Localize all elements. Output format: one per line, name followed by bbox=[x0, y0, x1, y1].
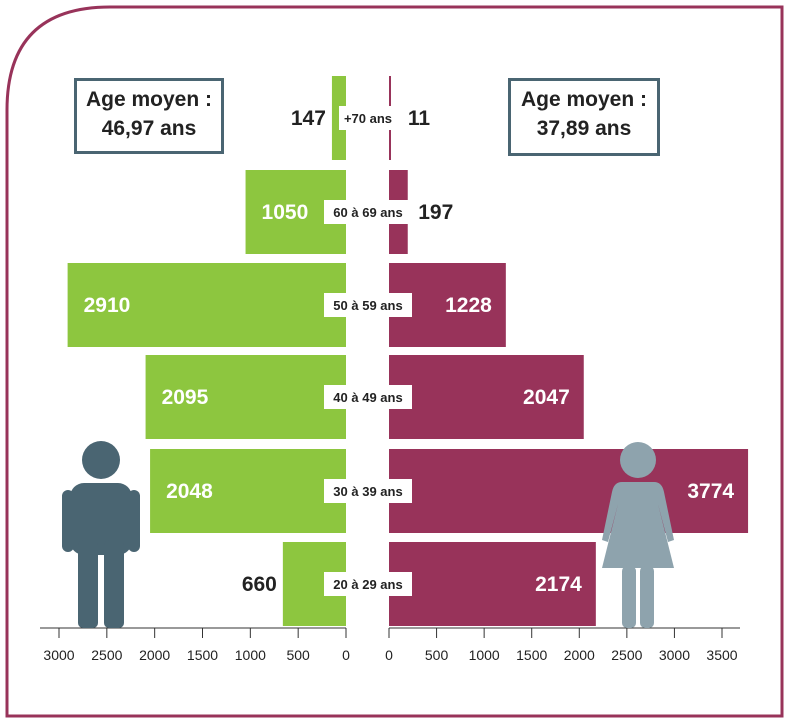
women-axis-tick-label: 1000 bbox=[469, 647, 500, 663]
age-group-label: 30 à 39 ans bbox=[333, 484, 402, 499]
age-group-label: 60 à 69 ans bbox=[333, 205, 402, 220]
man-icon bbox=[62, 441, 140, 628]
women-value-label: 11 bbox=[408, 107, 431, 130]
men-axis-tick-label: 0 bbox=[342, 647, 350, 663]
women-bar bbox=[389, 542, 596, 626]
men-bar bbox=[145, 355, 346, 439]
men-value-label: 2048 bbox=[166, 480, 213, 503]
men-average-label: Age moyen : bbox=[85, 88, 213, 111]
women-axis-tick-label: 0 bbox=[385, 647, 393, 663]
men-bar bbox=[331, 76, 346, 160]
age-group-label-box bbox=[324, 479, 412, 503]
age-group-label-box bbox=[324, 200, 412, 224]
women-value-label: 197 bbox=[418, 201, 453, 224]
women-axis-tick-label: 3000 bbox=[659, 647, 690, 663]
women-value-label: 2174 bbox=[535, 573, 582, 596]
men-axis-tick-label: 2000 bbox=[139, 647, 170, 663]
men-axis-tick-label: 1000 bbox=[235, 647, 266, 663]
women-average-age-box: Age moyen : 37,89 ans bbox=[508, 78, 660, 156]
men-value-label: 1050 bbox=[262, 201, 309, 224]
age-group-label: 20 à 29 ans bbox=[333, 577, 402, 592]
women-axis-tick-label: 1500 bbox=[516, 647, 547, 663]
woman-icon bbox=[602, 442, 674, 628]
men-bar bbox=[67, 263, 347, 347]
men-axis-tick-label: 1500 bbox=[187, 647, 218, 663]
age-group-label: 40 à 49 ans bbox=[333, 390, 402, 405]
women-axis-tick-label: 500 bbox=[425, 647, 449, 663]
men-value-label: 2095 bbox=[162, 386, 209, 409]
men-axis-tick-label: 500 bbox=[286, 647, 310, 663]
men-value-label: 660 bbox=[242, 573, 277, 596]
women-bar bbox=[389, 449, 749, 533]
women-axis-tick-label: 2500 bbox=[611, 647, 642, 663]
women-value-label: 1228 bbox=[445, 294, 492, 317]
women-value-label: 2047 bbox=[523, 386, 570, 409]
men-bar bbox=[150, 449, 346, 533]
men-axis-tick-label: 3000 bbox=[43, 647, 74, 663]
age-group-label-box bbox=[324, 293, 412, 317]
women-bar bbox=[389, 355, 584, 439]
age-group-label-box bbox=[339, 106, 397, 130]
women-axis-tick-label: 3500 bbox=[706, 647, 737, 663]
age-group-label: 50 à 59 ans bbox=[333, 298, 402, 313]
women-average-value: 37,89 ans bbox=[536, 117, 632, 140]
men-average-age-box: Age moyen : 46,97 ans bbox=[74, 78, 224, 154]
age-group-label-box bbox=[324, 572, 412, 596]
women-axis-tick-label: 2000 bbox=[564, 647, 595, 663]
age-group-label: +70 ans bbox=[344, 111, 392, 126]
men-axis-tick-label: 2500 bbox=[91, 647, 122, 663]
men-value-label: 147 bbox=[291, 107, 326, 130]
men-value-label: 2910 bbox=[84, 294, 131, 317]
women-value-label: 3774 bbox=[687, 480, 734, 503]
age-group-label-box bbox=[324, 385, 412, 409]
women-average-label: Age moyen : bbox=[520, 88, 648, 111]
men-average-value: 46,97 ans bbox=[101, 117, 197, 140]
